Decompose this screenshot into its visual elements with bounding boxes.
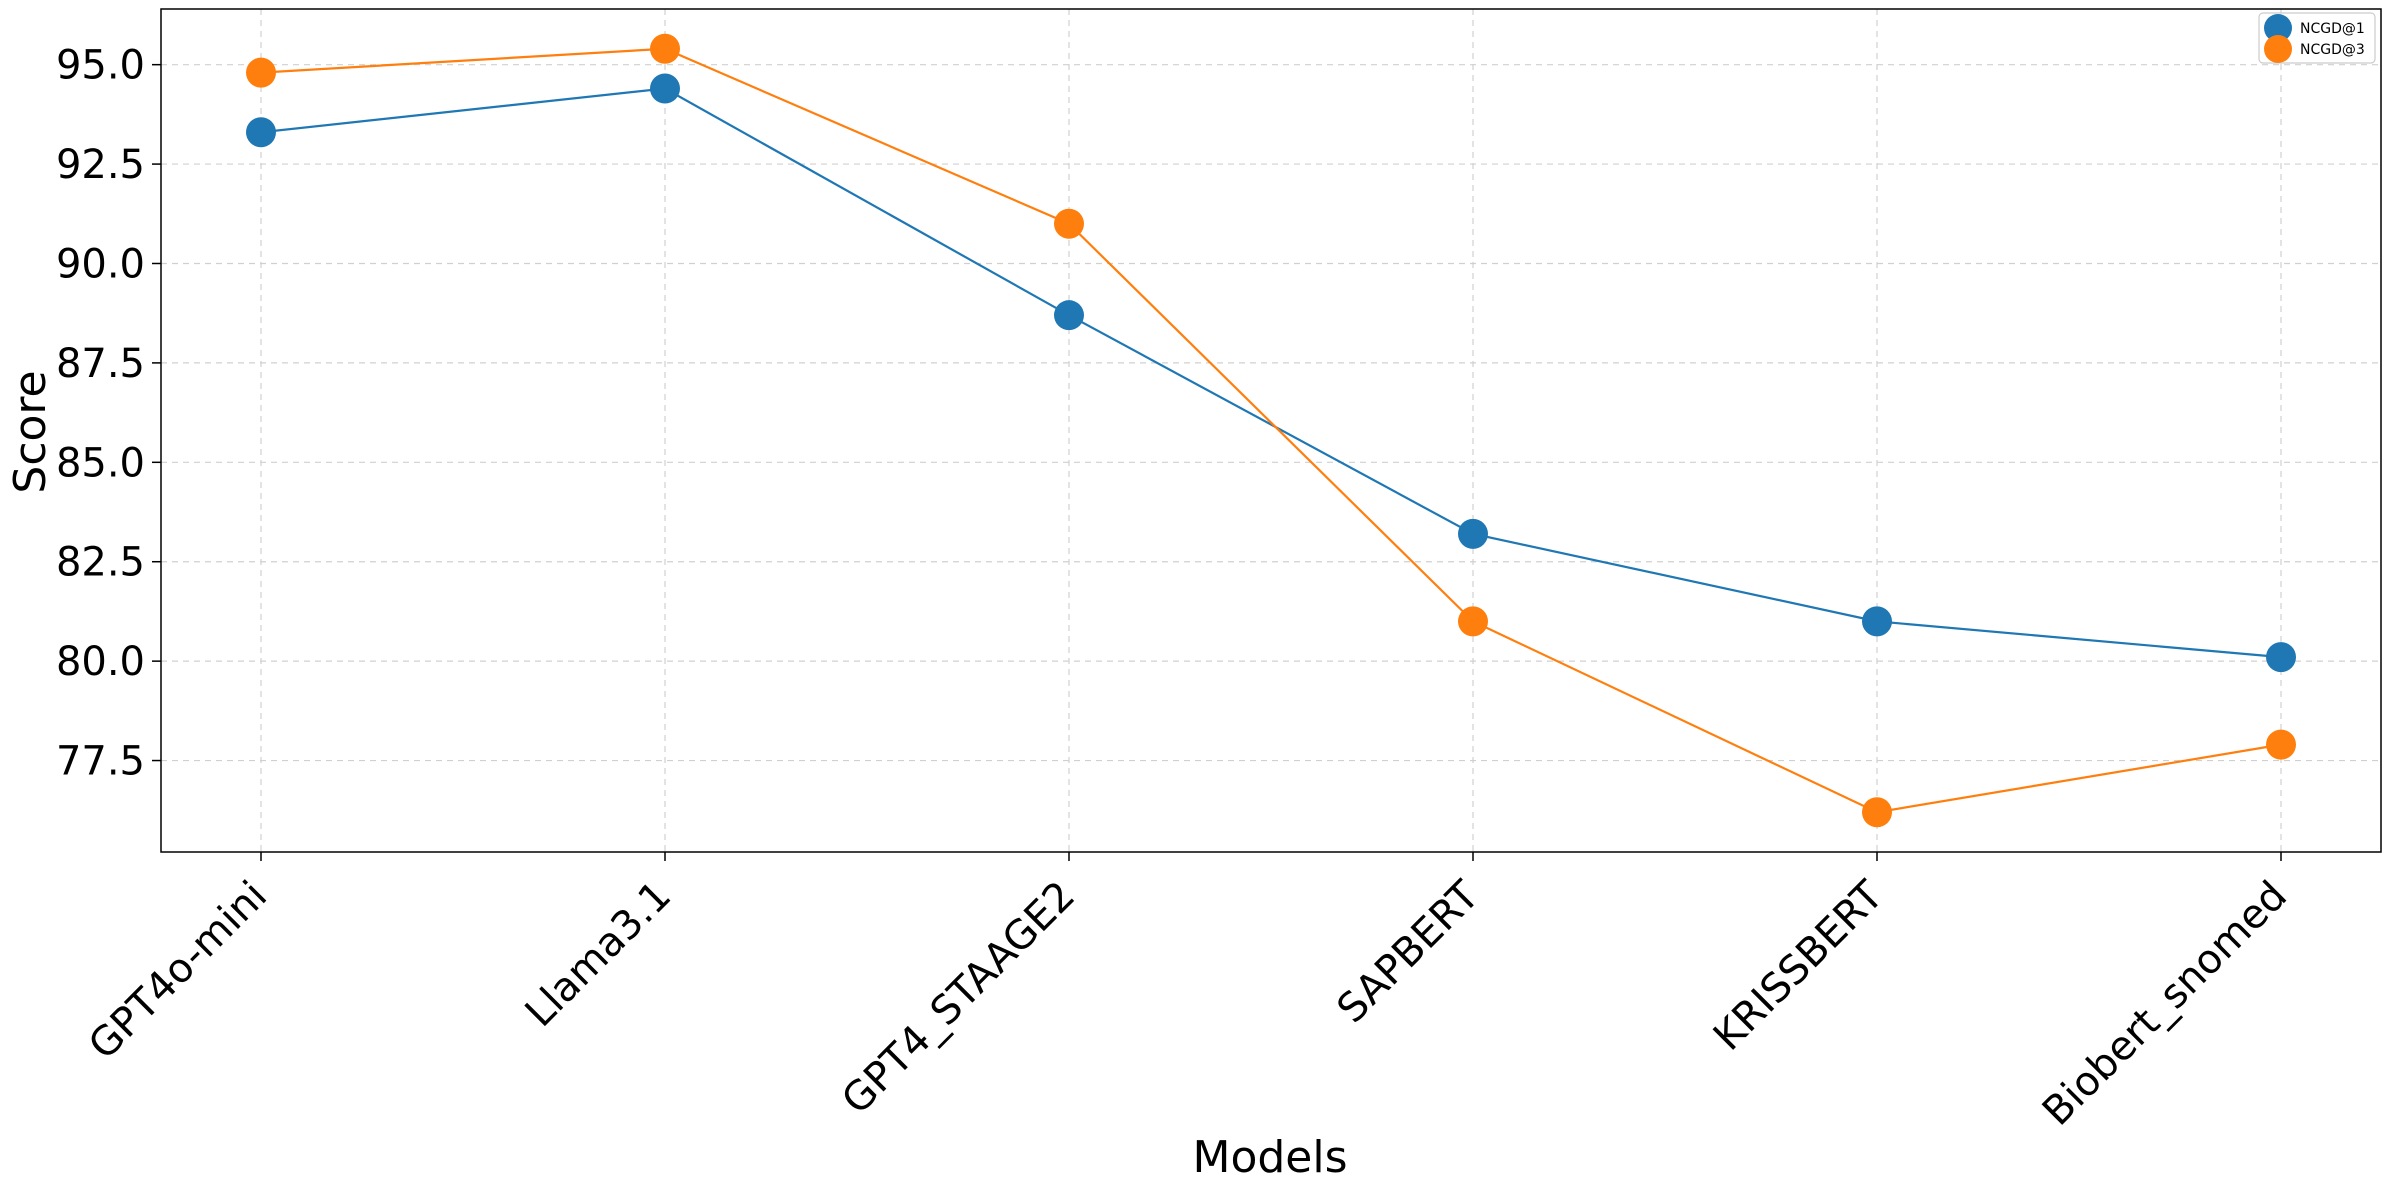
y-tick-label: 77.5 [56, 739, 145, 785]
data-point-ncgd-3 [1458, 606, 1488, 637]
x-tick-label: GPT4o-mini [80, 873, 276, 1069]
y-axis-title: Score [5, 370, 56, 493]
data-point-ncgd-1 [1862, 606, 1892, 637]
data-point-ncgd-1 [1458, 518, 1488, 549]
data-point-ncgd-3 [246, 57, 276, 88]
legend-marker-ncgd3 [2264, 35, 2292, 63]
series-layer [246, 33, 2296, 828]
plot-area [160, 8, 2382, 853]
x-tick-label: Llama3.1 [517, 873, 680, 1036]
legend-marker-ncgd1 [2264, 14, 2292, 42]
data-point-ncgd-3 [2266, 729, 2296, 760]
x-tick-label: KRISSBERT [1705, 872, 1893, 1060]
data-point-ncgd-3 [1054, 208, 1084, 239]
y-tick-label: 95.0 [56, 43, 145, 89]
data-point-ncgd-1 [2266, 642, 2296, 673]
x-tick-label: SAPBERT [1329, 872, 1489, 1032]
series-line-ncgd-1 [260, 87, 2282, 659]
y-tick-label: 80.0 [56, 639, 145, 685]
y-tick-label: 92.5 [56, 142, 145, 188]
y-tick-label: 85.0 [56, 440, 145, 486]
data-point-ncgd-1 [1054, 300, 1084, 331]
y-tick-label: 90.0 [56, 241, 145, 287]
legend-label-ncgd3: NCGD@3 [2300, 42, 2365, 58]
series-line-ncgd-3 [260, 47, 2282, 814]
x-axis-title: Models [1192, 1132, 1347, 1183]
y-axis: 77.5 80.0 82.5 85.0 87.5 90.0 92.5 95.0 [56, 43, 161, 785]
data-point-ncgd-3 [650, 33, 680, 64]
data-point-ncgd-1 [246, 117, 276, 148]
grid-layer [161, 9, 2381, 852]
x-tick-label: GPT4_STAAGE2 [833, 873, 1084, 1124]
data-point-ncgd-3 [1862, 797, 1892, 828]
x-tick-label: Biobert_snomed [2034, 873, 2296, 1135]
y-tick-label: 87.5 [56, 341, 145, 387]
legend-label-ncgd1: NCGD@1 [2300, 21, 2365, 37]
y-tick-label: 82.5 [56, 540, 145, 586]
x-axis: GPT4o-mini Llama3.1 GPT4_STAAGE2 SAPBERT KRI… [80, 852, 2296, 1135]
data-point-ncgd-1 [650, 73, 680, 104]
legend: NCGD@1 NCGD@3 [2258, 12, 2376, 64]
